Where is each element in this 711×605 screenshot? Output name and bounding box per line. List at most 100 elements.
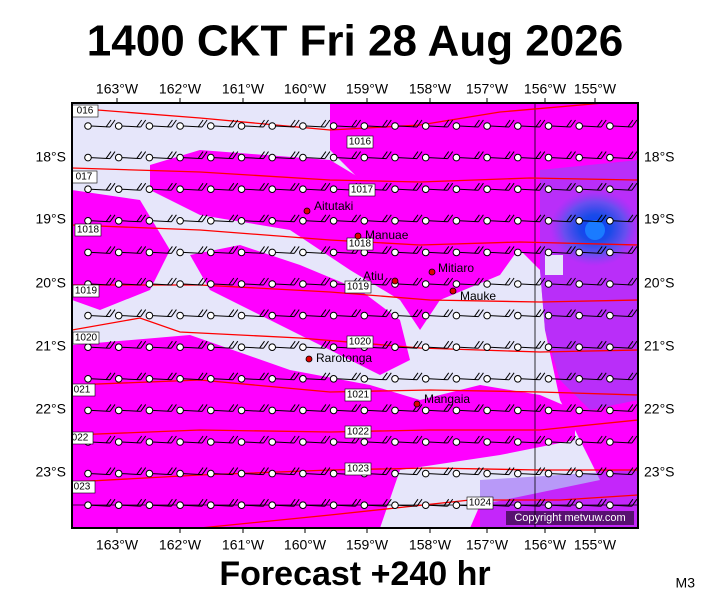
barb-tick [412, 151, 419, 159]
barb-tick [293, 119, 300, 128]
barb-station [483, 217, 491, 225]
dry-patch [545, 255, 563, 275]
barb-tick [539, 467, 546, 475]
barb-tick [631, 372, 638, 381]
barb-tick [136, 467, 143, 475]
isobar-label: 1020 [75, 333, 98, 344]
barb-station [514, 185, 522, 193]
isobar-label: 016 [77, 106, 94, 117]
barb-shaft [367, 504, 387, 507]
barb-station [237, 343, 246, 352]
barb-station [544, 501, 553, 510]
barb-station [329, 469, 338, 478]
barb-shaft [459, 188, 479, 191]
barb-shaft [152, 504, 172, 507]
lon-label: 163°W [96, 537, 139, 553]
barb-tick [477, 435, 484, 444]
place-dot [413, 400, 421, 408]
barb-tick [416, 372, 423, 381]
barb-tick [447, 119, 454, 128]
barb-shaft [244, 315, 264, 318]
barb-station [421, 185, 430, 193]
barb-tick [259, 246, 265, 254]
barb-tick [324, 404, 331, 412]
barb-tick [201, 340, 208, 349]
isobar-label-box [466, 496, 494, 510]
barb-shaft [612, 504, 632, 507]
lon-label: 158°W [409, 81, 452, 97]
barb-tick [289, 119, 296, 128]
barb-shaft [305, 378, 325, 381]
barb-tick [508, 498, 515, 507]
barb-tick [324, 467, 331, 475]
barb-shaft [183, 346, 203, 349]
barb-station [514, 311, 522, 320]
isobar-label-box [344, 462, 372, 476]
barb-station [452, 153, 461, 162]
barb-station [237, 185, 246, 193]
barb-tick [385, 498, 392, 507]
barb-tick [477, 151, 484, 159]
barb-tick [105, 404, 112, 412]
barb-tick [136, 246, 143, 254]
barb-station [237, 217, 246, 225]
barb-station [114, 501, 123, 510]
barb-tick [596, 151, 603, 159]
barb-shaft [336, 251, 356, 254]
barb-station [329, 438, 338, 446]
barb-tick [477, 182, 484, 191]
barb-station [207, 122, 215, 130]
barb-station [544, 248, 553, 257]
barb-tick [140, 182, 147, 191]
barb-tick [447, 182, 454, 191]
barb-shaft [121, 441, 141, 444]
barb-tick [600, 340, 607, 349]
barb-shaft [336, 441, 356, 444]
barb-tick [443, 467, 450, 475]
lon-label: 156°W [524, 81, 567, 97]
lat-label: 22°S [644, 401, 675, 417]
barb-tick [412, 498, 419, 507]
barb-shaft [213, 504, 233, 507]
barb-tick [412, 119, 419, 128]
barb-tick [385, 435, 392, 444]
barb-shaft [275, 441, 295, 444]
barb-shaft [551, 283, 571, 286]
barb-shaft [244, 251, 264, 254]
lon-label: 160°W [284, 81, 327, 97]
barb-tick [416, 182, 423, 191]
isobar-label-box [344, 425, 372, 439]
barb-shaft [183, 220, 203, 223]
barb-shaft [152, 251, 172, 254]
barb-tick [627, 404, 634, 412]
barb-shaft [183, 283, 203, 286]
barb-station [237, 469, 246, 478]
barb-shaft [582, 346, 602, 349]
barb-shaft [582, 125, 602, 128]
barb-tick [477, 404, 484, 412]
barb-shaft [428, 409, 448, 412]
barb-shaft [612, 220, 632, 223]
lon-label: 163°W [96, 81, 139, 97]
barb-tick [535, 467, 542, 475]
barb-tick [293, 309, 300, 317]
barb-tick [385, 309, 392, 317]
barb-station [606, 217, 614, 225]
barb-tick [109, 246, 116, 254]
barb-station [606, 469, 614, 478]
lon-label: 157°W [466, 537, 509, 553]
barb-tick [228, 119, 235, 128]
barb-tick [197, 246, 204, 254]
barb-station [176, 375, 184, 383]
barb-shaft [428, 346, 448, 349]
barb-station [114, 122, 123, 130]
barb-tick [412, 372, 419, 381]
barb-tick [263, 340, 269, 349]
barb-station [114, 248, 123, 257]
barb-shaft [520, 157, 540, 160]
barb-station [145, 153, 154, 162]
barb-shaft [367, 409, 387, 412]
barb-station [391, 469, 399, 478]
barb-station [421, 311, 430, 320]
barb-station [268, 311, 277, 320]
